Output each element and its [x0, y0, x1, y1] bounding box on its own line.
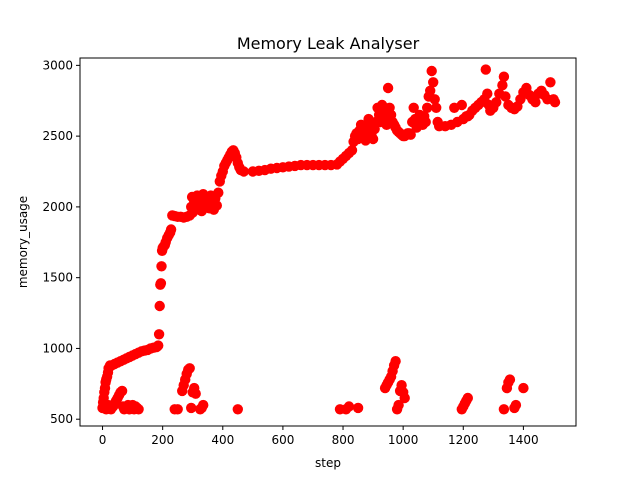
plot-frame [79, 57, 577, 427]
data-point [172, 404, 183, 415]
y-axis-label: memory_usage [16, 196, 30, 288]
data-point [153, 329, 165, 340]
data-point [408, 102, 419, 114]
data-point [346, 145, 358, 156]
y-tick-label: 1500 [42, 271, 73, 285]
data-point [431, 102, 442, 114]
data-point [186, 402, 197, 414]
x-tick-label: 1400 [508, 433, 539, 447]
data-points [97, 64, 561, 415]
x-axis: 0 200 400 600 800 1000 1200 1400 [99, 426, 539, 447]
data-point [154, 300, 165, 312]
x-tick-label: 600 [271, 433, 294, 447]
x-axis-label: step [315, 456, 341, 470]
data-point [184, 363, 195, 374]
data-point [498, 404, 510, 415]
data-point [156, 261, 167, 272]
x-tick-label: 800 [332, 433, 355, 447]
data-point [545, 77, 556, 88]
data-point [155, 278, 167, 289]
x-tick-label: 400 [211, 433, 234, 447]
data-point [390, 356, 401, 367]
data-point [491, 97, 502, 108]
data-point [456, 99, 467, 111]
data-point [518, 382, 529, 394]
data-point [352, 402, 364, 414]
data-point [211, 200, 222, 211]
x-tick-label: 200 [151, 433, 174, 447]
data-point [426, 65, 437, 77]
data-point [238, 166, 249, 177]
data-point [462, 111, 473, 122]
x-tick-label: 0 [99, 433, 107, 447]
data-point [153, 340, 164, 351]
data-point [510, 399, 522, 411]
y-tick-label: 3000 [42, 58, 73, 72]
data-point [382, 82, 394, 94]
data-point [420, 116, 431, 128]
x-tick-label: 1000 [388, 433, 419, 447]
data-point [190, 388, 201, 399]
data-point [213, 187, 224, 198]
data-point [232, 404, 243, 415]
data-point [549, 97, 561, 108]
data-point [405, 129, 416, 140]
data-point [198, 399, 209, 411]
x-tick-label: 1200 [448, 433, 479, 447]
y-tick-label: 2000 [42, 200, 73, 214]
data-point [504, 374, 516, 385]
data-point [334, 404, 346, 415]
y-tick-label: 500 [50, 412, 73, 426]
data-point [425, 85, 436, 97]
data-point [165, 224, 177, 235]
data-point [116, 385, 128, 397]
data-point [393, 399, 404, 411]
chart-title: Memory Leak Analyser [237, 34, 420, 53]
data-point [497, 80, 508, 91]
data-point [482, 88, 493, 99]
data-point [480, 64, 491, 75]
data-point [429, 94, 440, 105]
y-tick-label: 1000 [42, 341, 73, 355]
data-point [462, 392, 473, 404]
data-point [530, 97, 541, 108]
data-point [133, 404, 144, 415]
data-point [343, 401, 355, 412]
y-axis: 500 1000 1500 2000 2500 3000 [42, 58, 80, 426]
data-point [399, 392, 410, 404]
data-point [367, 133, 379, 145]
data-point [422, 102, 433, 114]
data-point [500, 91, 511, 102]
data-point [428, 77, 439, 88]
y-tick-label: 2500 [42, 129, 73, 143]
data-point [498, 71, 510, 82]
